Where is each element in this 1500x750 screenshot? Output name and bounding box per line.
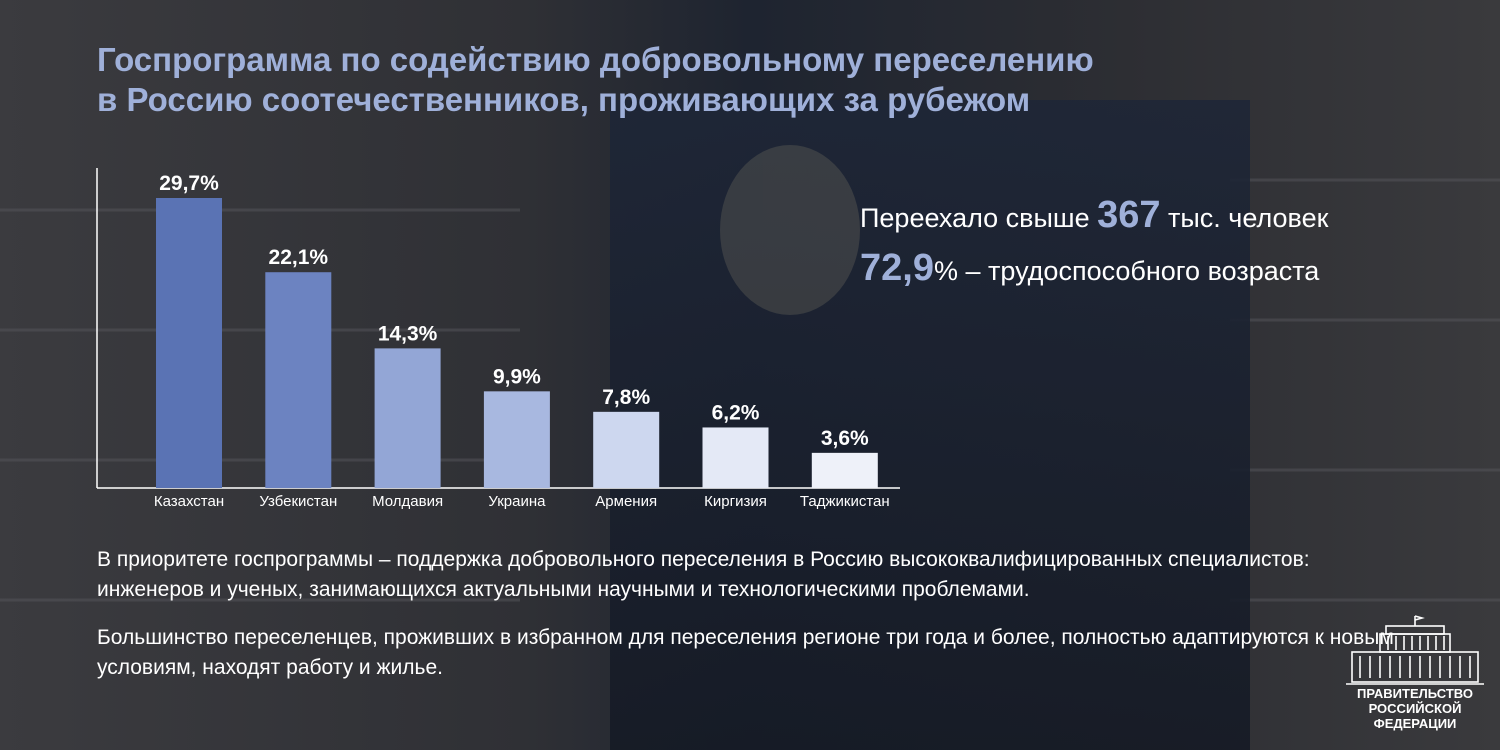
- bar-value-label-1: 29,7%: [159, 172, 219, 195]
- page-title: Госпрограмма по содействию добровольному…: [97, 40, 1297, 120]
- category-label-5: Армения: [595, 493, 657, 510]
- stats-line-working-age: 72,9% – трудоспособного возраста: [860, 243, 1420, 296]
- category-label-2: Узбекистан: [259, 493, 337, 510]
- logo-line-2: РОССИЙСКОЙ: [1368, 701, 1462, 716]
- adaptation-paragraph: Большинство переселенцев, проживших в из…: [97, 626, 1394, 679]
- stats-working-age-suffix: % – трудоспособного возраста: [933, 256, 1320, 286]
- stats-moved-prefix: Переехало свыше: [860, 203, 1098, 233]
- bar-value-label-4: 9,9%: [493, 365, 541, 388]
- bar-1: [156, 198, 222, 488]
- bar-5: [593, 411, 660, 488]
- stats-working-age-value: 72,9: [860, 247, 934, 289]
- bar-value-label-5: 7,8%: [602, 386, 650, 409]
- category-label-6: Киргизия: [704, 493, 767, 510]
- category-label-4: Украина: [488, 493, 546, 510]
- stats-line-moved: Переехало свыше 367 тыс. человек: [860, 190, 1420, 243]
- bar-value-label-2: 22,1%: [269, 246, 329, 269]
- bar-7: [811, 452, 878, 488]
- bar-3: [374, 348, 441, 488]
- category-label-3: Молдавия: [372, 493, 443, 510]
- bar-value-label-3: 14,3%: [378, 322, 438, 345]
- stats-moved-suffix: тыс. человек: [1160, 203, 1329, 233]
- government-building-icon: [1346, 615, 1484, 685]
- priority-paragraph: В приоритете госпрограммы – поддержка до…: [97, 548, 1310, 601]
- title-line-2: в Россию соотечественников, проживающих …: [97, 81, 1031, 118]
- stats-block: Переехало свыше 367 тыс. человек 72,9% –…: [860, 190, 1420, 296]
- title-line-1: Госпрограмма по содействию добровольному…: [97, 41, 1094, 78]
- logo-line-1: ПРАВИТЕЛЬСТВО: [1357, 686, 1473, 701]
- bar-2: [265, 272, 332, 488]
- stats-moved-value: 367: [1097, 194, 1161, 236]
- government-logo-text: ПРАВИТЕЛЬСТВО РОССИЙСКОЙ ФЕДЕРАЦИИ: [1340, 686, 1490, 731]
- category-label-7: Таджикистан: [800, 493, 890, 510]
- bar-4: [483, 391, 550, 488]
- logo-line-3: ФЕДЕРАЦИИ: [1373, 716, 1457, 731]
- category-label-1: Казахстан: [154, 493, 224, 510]
- bar-value-label-7: 3,6%: [821, 427, 869, 450]
- bar-value-label-6: 6,2%: [712, 401, 760, 424]
- bar-6: [702, 427, 769, 488]
